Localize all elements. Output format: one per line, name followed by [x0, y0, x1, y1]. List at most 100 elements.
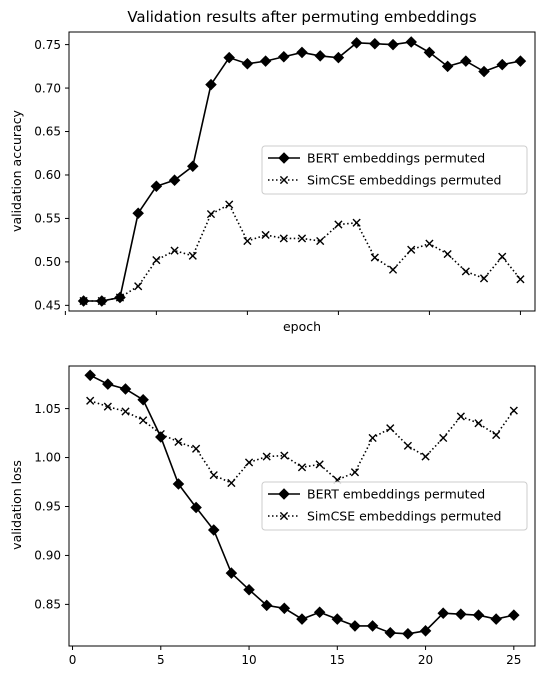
data-point-x-marker: [499, 253, 506, 260]
legend: BERT embeddings permuted SimCSE embeddin…: [262, 146, 527, 194]
data-point-x-marker: [210, 472, 217, 479]
data-point-x-marker: [480, 275, 487, 282]
y-tick-label: 0.95: [34, 500, 61, 514]
data-point-diamond-marker: [403, 629, 413, 639]
y-tick-label: 0.90: [34, 549, 61, 563]
data-point-x-marker: [140, 417, 147, 424]
y-tick-label: 0.85: [34, 598, 61, 612]
data-point-x-marker: [444, 250, 451, 257]
data-point-diamond-marker: [133, 208, 143, 218]
legend-label-simcse: SimCSE embeddings permuted: [307, 173, 501, 188]
data-point-x-marker: [371, 254, 378, 261]
x-tick-label: 10: [241, 653, 256, 667]
x-tick-label: 25: [506, 653, 521, 667]
data-point-diamond-marker: [406, 37, 416, 47]
data-point-diamond-marker: [350, 621, 360, 631]
data-point-diamond-marker: [279, 52, 289, 62]
data-point-diamond-marker: [497, 59, 507, 69]
data-point-x-marker: [404, 442, 411, 449]
data-point-x-marker: [245, 459, 252, 466]
data-point-diamond-marker: [279, 603, 289, 613]
y-tick-label: 0.45: [34, 299, 61, 313]
data-point-diamond-marker: [388, 39, 398, 49]
legend: BERT embeddings permuted SimCSE embeddin…: [262, 482, 527, 530]
data-point-diamond-marker: [491, 614, 501, 624]
data-point-x-marker: [298, 464, 305, 471]
y-tick-label: 1.00: [34, 451, 61, 465]
data-point-x-marker: [389, 266, 396, 273]
y-tick-label: 1.05: [34, 402, 61, 416]
data-point-x-marker: [207, 210, 214, 217]
data-point-x-marker: [517, 276, 524, 283]
loss-panel: validation loss 0 5 10 15 20 25 0.85 0.90 0.95 1.…: [9, 366, 535, 667]
data-point-x-marker: [244, 237, 251, 244]
data-point-diamond-marker: [473, 610, 483, 620]
data-point-diamond-marker: [297, 614, 307, 624]
data-point-x-marker: [510, 407, 517, 414]
data-point-diamond-marker: [242, 59, 252, 69]
data-point-x-marker: [135, 283, 142, 290]
data-point-x-marker: [457, 413, 464, 420]
axis-ticks: 0 5 10 15 20 25 0.85 0.90 0.95 1.00 1.05: [34, 402, 521, 667]
data-point-x-marker: [192, 445, 199, 452]
data-point-diamond-marker: [206, 79, 216, 89]
data-point-diamond-marker: [456, 609, 466, 619]
legend-label-simcse: SimCSE embeddings permuted: [307, 509, 501, 524]
data-point-x-marker: [298, 235, 305, 242]
y-tick-label: 0.75: [34, 38, 61, 52]
x-tick-label: 5: [157, 653, 165, 667]
data-point-diamond-marker: [332, 614, 342, 624]
data-point-x-marker: [228, 479, 235, 486]
data-point-diamond-marker: [85, 370, 95, 380]
y-axis-label: validation loss: [9, 460, 24, 550]
data-point-x-marker: [87, 397, 94, 404]
chart-title: Validation results after permuting embed…: [127, 8, 477, 26]
data-point-diamond-marker: [103, 379, 113, 389]
x-tick-label: 20: [418, 653, 433, 667]
data-point-x-marker: [440, 434, 447, 441]
x-axis-label: epoch: [283, 319, 321, 334]
legend-label-bert: BERT embeddings permuted: [307, 487, 485, 502]
data-point-diamond-marker: [138, 395, 148, 405]
data-point-diamond-marker: [260, 56, 270, 66]
series-line-simcse-embeddings-permuted: [84, 205, 521, 301]
data-point-diamond-marker: [314, 607, 324, 617]
data-point-diamond-marker: [297, 47, 307, 57]
series-line-simcse-embeddings-permuted: [90, 401, 514, 483]
data-point-x-marker: [153, 257, 160, 264]
data-point-x-marker: [462, 268, 469, 275]
data-point-x-marker: [493, 431, 500, 438]
data-point-diamond-marker: [224, 52, 234, 62]
x-tick-label: 15: [330, 653, 345, 667]
y-tick-label: 0.60: [34, 168, 61, 182]
data-point-diamond-marker: [509, 610, 519, 620]
accuracy-panel: Validation results after permuting embed…: [9, 8, 535, 334]
data-point-x-marker: [226, 201, 233, 208]
legend-label-bert: BERT embeddings permuted: [307, 151, 485, 166]
data-point-x-marker: [175, 438, 182, 445]
data-point-x-marker: [369, 434, 376, 441]
data-point-diamond-marker: [385, 628, 395, 638]
y-tick-label: 0.70: [34, 81, 61, 95]
y-tick-label: 0.50: [34, 255, 61, 269]
y-tick-label: 0.55: [34, 212, 61, 226]
y-tick-label: 0.65: [34, 125, 61, 139]
y-axis-label: validation accuracy: [9, 109, 24, 232]
data-point-diamond-marker: [461, 56, 471, 66]
data-point-x-marker: [335, 221, 342, 228]
data-point-x-marker: [122, 408, 129, 415]
data-point-x-marker: [422, 453, 429, 460]
data-point-x-marker: [189, 252, 196, 259]
data-point-diamond-marker: [120, 384, 130, 394]
data-point-diamond-marker: [151, 181, 161, 191]
data-point-x-marker: [475, 420, 482, 427]
data-point-diamond-marker: [479, 66, 489, 76]
data-point-diamond-marker: [367, 621, 377, 631]
data-point-x-marker: [351, 469, 358, 476]
data-point-x-marker: [426, 240, 433, 247]
data-point-x-marker: [353, 219, 360, 226]
data-point-diamond-marker: [315, 51, 325, 61]
data-point-diamond-marker: [370, 39, 380, 49]
x-tick-label: 0: [69, 653, 77, 667]
